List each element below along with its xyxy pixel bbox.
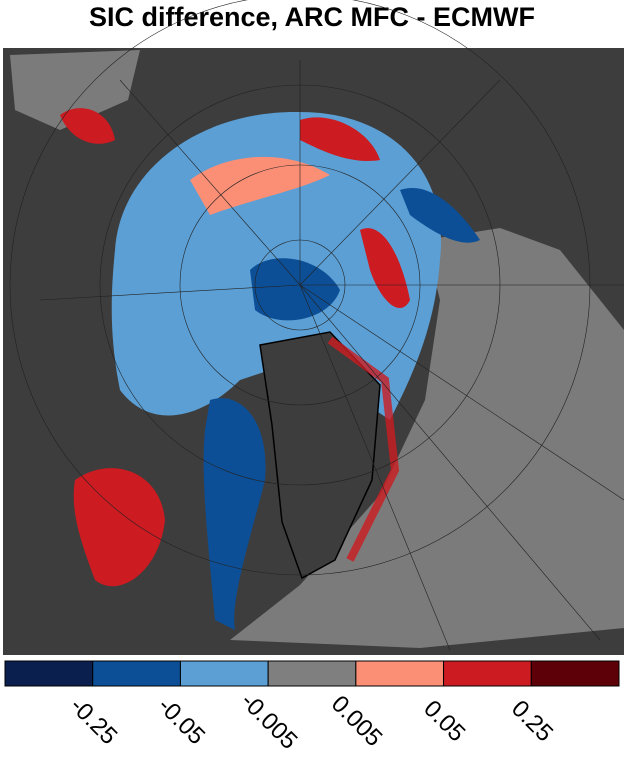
colorbar-tick-label: -0.25 xyxy=(65,692,123,750)
ice-difference xyxy=(203,398,266,630)
title: SIC difference, ARC MFC - ECMWF xyxy=(89,2,535,32)
colorbar-box xyxy=(4,660,94,687)
ice-difference xyxy=(300,117,380,161)
graticule xyxy=(9,0,624,651)
colorbar: -0.25 -0.05 -0.005 0.005 0.05 0.25 xyxy=(4,660,620,755)
ocean-region xyxy=(230,228,624,648)
colorbar-tick-label: -0.05 xyxy=(152,692,210,750)
ice-difference xyxy=(60,108,115,144)
ice-difference xyxy=(360,228,410,309)
colorbar-tick-label: 0.005 xyxy=(326,690,388,752)
ice-difference xyxy=(190,156,330,215)
colorbar-box xyxy=(443,660,532,687)
colorbar-box xyxy=(530,660,620,687)
ice-difference xyxy=(73,468,165,587)
colorbar-tick-label: -0.005 xyxy=(235,688,302,755)
ice-difference xyxy=(250,258,340,321)
colorbar-box xyxy=(92,660,181,687)
ocean-region xyxy=(10,50,140,130)
ice-edge xyxy=(327,336,400,562)
ice-difference xyxy=(400,188,480,243)
colorbar-tick-label: 0.05 xyxy=(418,695,470,747)
colorbar-box xyxy=(355,660,445,687)
map xyxy=(3,0,624,655)
colorbar-box xyxy=(179,660,269,687)
colorbar-tick-label: 0.25 xyxy=(506,695,558,747)
colorbar-box xyxy=(267,660,357,687)
